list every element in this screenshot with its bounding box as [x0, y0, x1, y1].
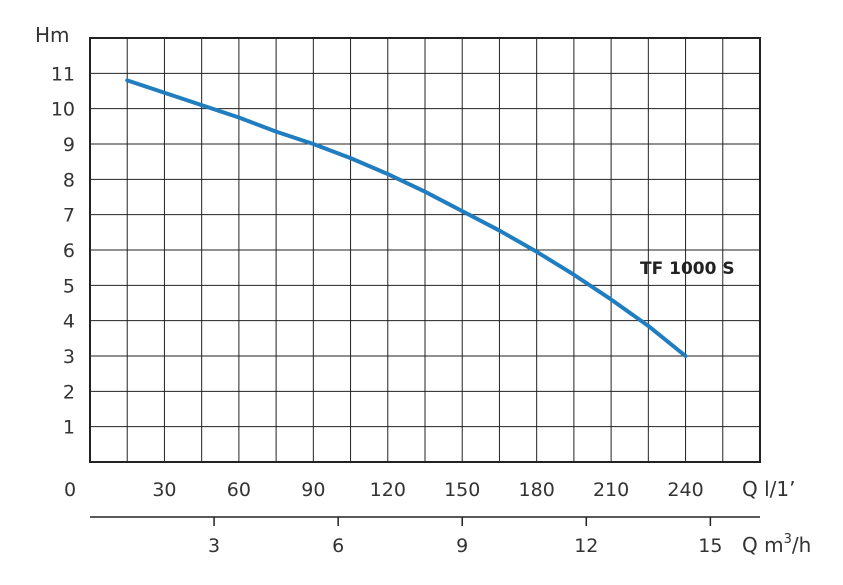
origin-label: 0: [64, 479, 76, 501]
x-axis-title: Q l/1’: [742, 477, 795, 501]
x-tick-labels: 30 60 90 120 150 180 210 240: [152, 479, 703, 501]
series-line-tf1000s: [125, 78, 688, 358]
x-tick-label: 210: [593, 479, 629, 501]
y-tick-label: 8: [63, 169, 75, 191]
secondary-x-tick-label: 3: [208, 535, 220, 557]
secondary-x-tick-label: 6: [332, 535, 344, 557]
x-tick-label: 30: [152, 479, 176, 501]
secondary-x-axis-title-suffix: /h: [792, 533, 811, 557]
plot-border: [89, 37, 761, 463]
plot-frame: [89, 37, 761, 463]
y-tick-label: 3: [63, 346, 75, 368]
secondary-x-tick-label: 12: [574, 535, 598, 557]
y-tick-label: 7: [63, 205, 75, 227]
y-tick-label: 9: [63, 134, 75, 156]
y-tick-label: 10: [51, 99, 75, 121]
y-tick-label: 5: [63, 275, 75, 297]
grid: [90, 38, 760, 462]
secondary-x-tick-label: 9: [456, 535, 468, 557]
secondary-x-axis: 3 6 9 12 15: [90, 516, 760, 557]
x-tick-label: 60: [227, 479, 251, 501]
series-label-tf1000s: TF 1000 S: [640, 259, 735, 279]
y-tick-label: 11: [51, 63, 75, 85]
secondary-x-axis-title: Q m3/h: [742, 532, 811, 557]
x-tick-label: 120: [370, 479, 406, 501]
x-tick-label: 240: [667, 479, 703, 501]
y-axis-title: Hm: [35, 23, 70, 47]
y-tick-label: 6: [63, 240, 75, 262]
secondary-x-axis-title-sup: 3: [784, 532, 792, 547]
x-tick-label: 150: [444, 479, 480, 501]
series-layer: [125, 78, 688, 358]
y-tick-label: 2: [63, 381, 75, 403]
y-tick-labels: 1 2 3 4 5 6 7 8 9 10 11: [51, 63, 75, 438]
secondary-x-tick-label: 15: [698, 535, 722, 557]
x-tick-label: 180: [519, 479, 555, 501]
y-tick-label: 4: [63, 311, 75, 333]
x-tick-label: 90: [301, 479, 325, 501]
secondary-x-axis-title-prefix: Q m: [742, 533, 784, 557]
y-tick-label: 1: [63, 417, 75, 439]
